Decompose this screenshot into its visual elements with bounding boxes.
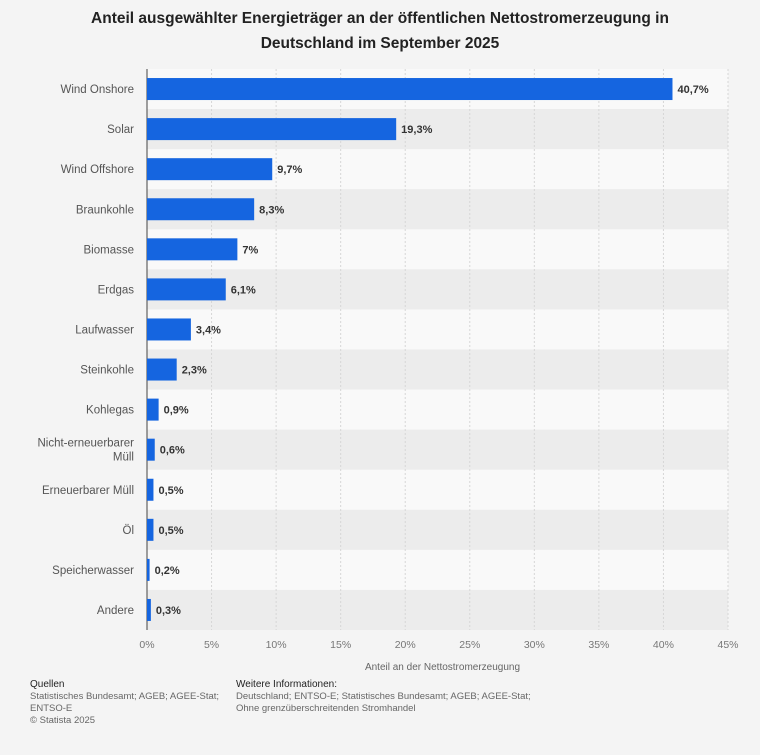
- chart-title-line-1: Anteil ausgewählter Energieträger an der…: [91, 10, 669, 27]
- category-label: Öl: [123, 525, 135, 537]
- bar-chart: 0% 5% 10% 15% 20% 25% 30% 35% 40% 45% 40,7% Wind On…: [37, 69, 739, 673]
- chart-title-line-2: Deutschland im September 2025: [260, 35, 500, 52]
- sources-block: Quellen Statistisches Bundesamt; AGEB; A…: [30, 679, 219, 727]
- bar: [147, 398, 159, 421]
- category-label: Müll: [113, 452, 134, 464]
- sources-line-2: ENTSO-E: [30, 703, 73, 714]
- value-label: 9,7%: [277, 164, 302, 176]
- category-label: Braunkohle: [76, 204, 134, 216]
- bar: [147, 518, 154, 541]
- value-label: 3,4%: [196, 324, 221, 336]
- category-label: Nicht-erneuerbarer: [37, 438, 134, 450]
- bar: [147, 158, 273, 181]
- sources-heading: Quellen: [30, 679, 65, 690]
- bar: [147, 238, 238, 261]
- bar: [147, 198, 255, 221]
- category-label: Wind Offshore: [61, 164, 134, 176]
- category-label: Steinkohle: [80, 365, 134, 377]
- value-label: 0,5%: [158, 485, 183, 497]
- x-tick-label: 15%: [330, 639, 351, 651]
- row-band: [147, 349, 728, 390]
- row-band: [147, 269, 728, 310]
- x-tick-label: 45%: [717, 639, 738, 651]
- value-label: 6,1%: [231, 284, 256, 296]
- x-tick-label: 5%: [204, 639, 219, 651]
- value-label: 19,3%: [401, 124, 432, 136]
- category-label: Biomasse: [84, 244, 135, 256]
- category-label: Erneuerbarer Müll: [42, 485, 134, 497]
- x-tick-label: 35%: [588, 639, 609, 651]
- info-line-1: Deutschland; ENTSO-E; Statistisches Bund…: [236, 691, 531, 702]
- category-label: Wind Onshore: [60, 84, 134, 96]
- category-label: Solar: [107, 124, 134, 136]
- value-label: 0,3%: [156, 605, 181, 617]
- value-label: 0,5%: [158, 525, 183, 537]
- info-heading: Weitere Informationen:: [236, 679, 337, 690]
- value-label: 40,7%: [677, 84, 708, 96]
- x-tick-label: 30%: [524, 639, 545, 651]
- row-band: [147, 589, 728, 630]
- row-band: [147, 429, 728, 470]
- info-line-2: Ohne grenzüberschreitenden Stromhandel: [236, 703, 416, 714]
- value-label: 8,3%: [259, 204, 284, 216]
- value-label: 0,2%: [155, 565, 180, 577]
- bar: [147, 438, 155, 461]
- bar: [147, 358, 177, 381]
- value-label: 2,3%: [182, 365, 207, 377]
- bar: [147, 278, 226, 301]
- category-label: Speicherwasser: [52, 565, 134, 577]
- value-label: 0,6%: [160, 445, 185, 457]
- copyright: © Statista 2025: [30, 715, 96, 726]
- bar: [147, 318, 191, 341]
- sources-line-1: Statistisches Bundesamt; AGEB; AGEE-Stat…: [30, 691, 220, 702]
- category-label: Laufwasser: [75, 324, 134, 336]
- x-tick-label: 40%: [653, 639, 674, 651]
- bar: [147, 78, 673, 101]
- value-label: 7%: [242, 244, 258, 256]
- x-tick-label: 0%: [139, 639, 154, 651]
- value-label: 0,9%: [164, 405, 189, 417]
- x-tick-label: 20%: [395, 639, 416, 651]
- bar: [147, 118, 397, 141]
- bar: [147, 478, 154, 501]
- category-label: Kohlegas: [86, 405, 134, 417]
- bar: [147, 558, 150, 581]
- x-tick-label: 10%: [266, 639, 287, 651]
- row-band: [147, 509, 728, 550]
- x-axis-title: Anteil an der Nettostromerzeugung: [365, 662, 520, 673]
- x-tick-label: 25%: [459, 639, 480, 651]
- chart-title: Anteil ausgewählter Energieträger an der…: [30, 6, 730, 56]
- bar: [147, 598, 151, 621]
- category-label: Erdgas: [98, 284, 135, 296]
- category-label: Andere: [97, 605, 134, 617]
- info-block: Weitere Informationen: Deutschland; ENTS…: [236, 679, 531, 715]
